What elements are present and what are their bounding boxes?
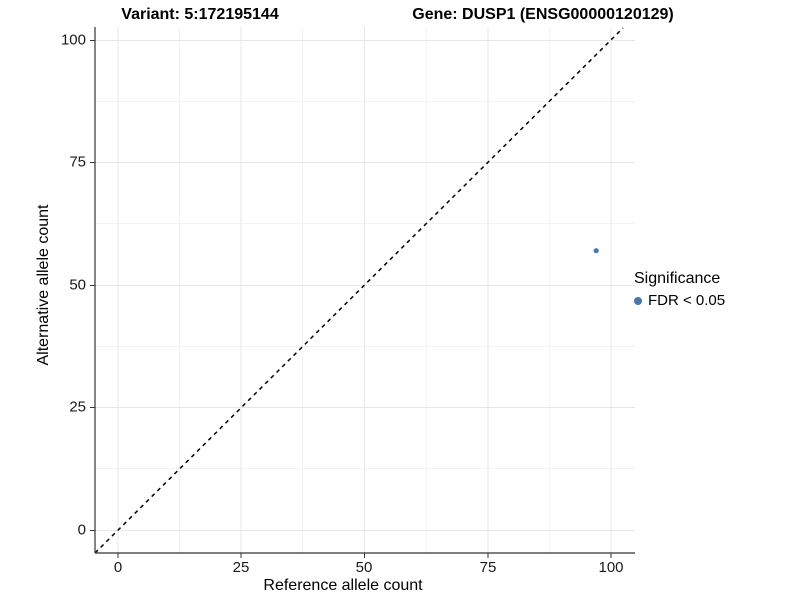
x-axis-title: Reference allele count [263, 577, 423, 594]
data-point [593, 248, 599, 254]
variant-title: Variant: 5:172195144 [121, 6, 279, 23]
legend-point-icon [634, 296, 642, 305]
legend-title: Significance [634, 270, 721, 287]
grid-major [95, 27, 635, 553]
y-tick-label-50: 50 [69, 276, 86, 294]
y-axis-ticks [90, 40, 95, 531]
x-tick-label-50: 50 [355, 559, 373, 576]
y-axis-title: Alternative allele count [35, 204, 52, 366]
y-tick-label-0: 0 [77, 521, 86, 539]
y-tick-label-100: 100 [60, 31, 86, 49]
x-tick-label-0: 0 [113, 559, 123, 576]
gene-title: Gene: DUSP1 (ENSG00000120129) [412, 6, 674, 23]
x-tick-label-75: 75 [479, 559, 497, 576]
legend-item: FDR < 0.05 [634, 292, 725, 309]
x-axis-ticks [117, 553, 612, 558]
identity-line [94, 27, 624, 554]
x-tick-label-100: 100 [598, 559, 624, 576]
legend-item-label: FDR < 0.05 [648, 292, 726, 309]
y-tick-label-25: 25 [69, 398, 86, 416]
y-tick-label-75: 75 [69, 153, 86, 171]
x-tick-label-25: 25 [232, 559, 250, 576]
legend: Significance FDR < 0.05 [634, 270, 725, 309]
